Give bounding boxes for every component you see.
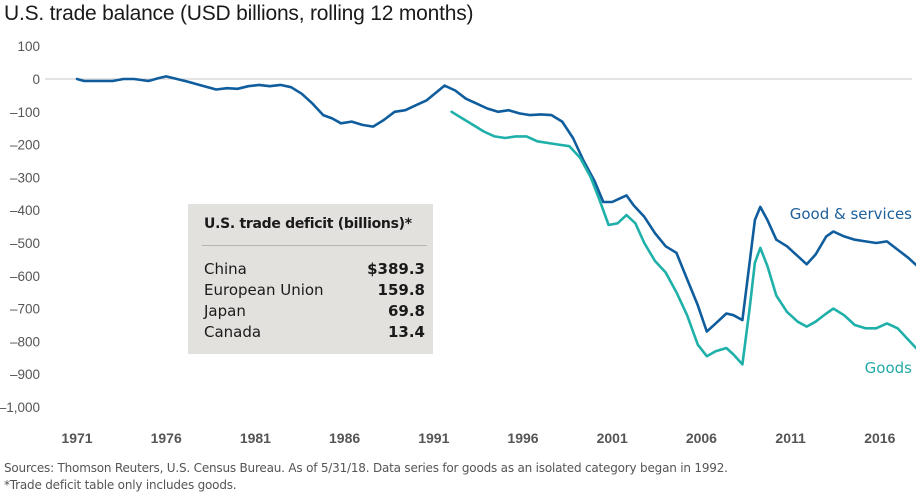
table-row: Japan 69.8 [204, 301, 425, 322]
series-line-goods [450, 110, 916, 366]
table-rows: China $389.3 European Union 159.8 Japan … [204, 259, 425, 343]
table-value: 69.8 [387, 302, 425, 320]
y-axis-ticks: 100 0 –100 –200 –300 –400 –500 –600 –700 –800 –900… [0, 39, 40, 415]
y-tick-label: –300 [10, 170, 40, 185]
y-tick-label: –800 [10, 334, 40, 349]
y-tick-label: –1,000 [0, 400, 40, 415]
y-tick-label: –400 [10, 203, 40, 218]
chart-title: U.S. trade balance (USD billions, rollin… [4, 2, 474, 25]
x-tick-label: 2011 [775, 430, 806, 446]
series-line-goods-services [75, 75, 916, 333]
x-tick-label: 1991 [418, 430, 449, 446]
sources-note: Sources: Thomson Reuters, U.S. Census Bu… [4, 461, 728, 475]
table-value: $389.3 [367, 260, 425, 278]
x-axis-ticks: 1971 1976 1981 1986 1991 1996 2001 2006 2011 2016 [61, 430, 895, 446]
x-tick-label: 2001 [597, 430, 628, 446]
table-divider [202, 245, 427, 246]
y-tick-label: 0 [32, 72, 40, 87]
y-tick-label: 100 [17, 39, 40, 54]
y-tick-label: –500 [10, 236, 40, 251]
x-tick-label: 1971 [61, 430, 92, 446]
x-tick-label: 1976 [151, 430, 182, 446]
y-tick-label: –900 [10, 367, 40, 382]
table-country: Japan [204, 302, 246, 320]
x-tick-label: 2006 [686, 430, 717, 446]
table-country: European Union [204, 281, 324, 299]
y-tick-label: –100 [10, 105, 40, 120]
x-tick-label: 1981 [240, 430, 271, 446]
table-value: 159.8 [377, 281, 425, 299]
table-country: China [204, 260, 247, 278]
table-title: U.S. trade deficit (billions)* [204, 216, 412, 232]
table-row: European Union 159.8 [204, 280, 425, 301]
table-row: China $389.3 [204, 259, 425, 280]
x-tick-label: 2016 [864, 430, 895, 446]
chart-footer: Sources: Thomson Reuters, U.S. Census Bu… [4, 460, 728, 494]
table-country: Canada [204, 323, 262, 341]
y-tick-label: –200 [10, 138, 40, 153]
legend-label-goods-services: Good & services [790, 205, 912, 223]
y-tick-label: –600 [10, 269, 40, 284]
line-chart: 100 0 –100 –200 –300 –400 –500 –600 –700 –800 –900… [0, 39, 916, 446]
x-tick-label: 1996 [507, 430, 538, 446]
y-tick-label: –700 [10, 302, 40, 317]
table-value: 13.4 [387, 323, 425, 341]
legend-label-goods: Goods [865, 359, 912, 377]
x-tick-label: 1986 [329, 430, 360, 446]
series-lines [75, 75, 916, 366]
table-footnote: *Trade deficit table only includes goods… [4, 478, 237, 492]
trade-deficit-table: U.S. trade deficit (billions)* China $38… [188, 204, 433, 354]
table-row: Canada 13.4 [204, 322, 425, 343]
